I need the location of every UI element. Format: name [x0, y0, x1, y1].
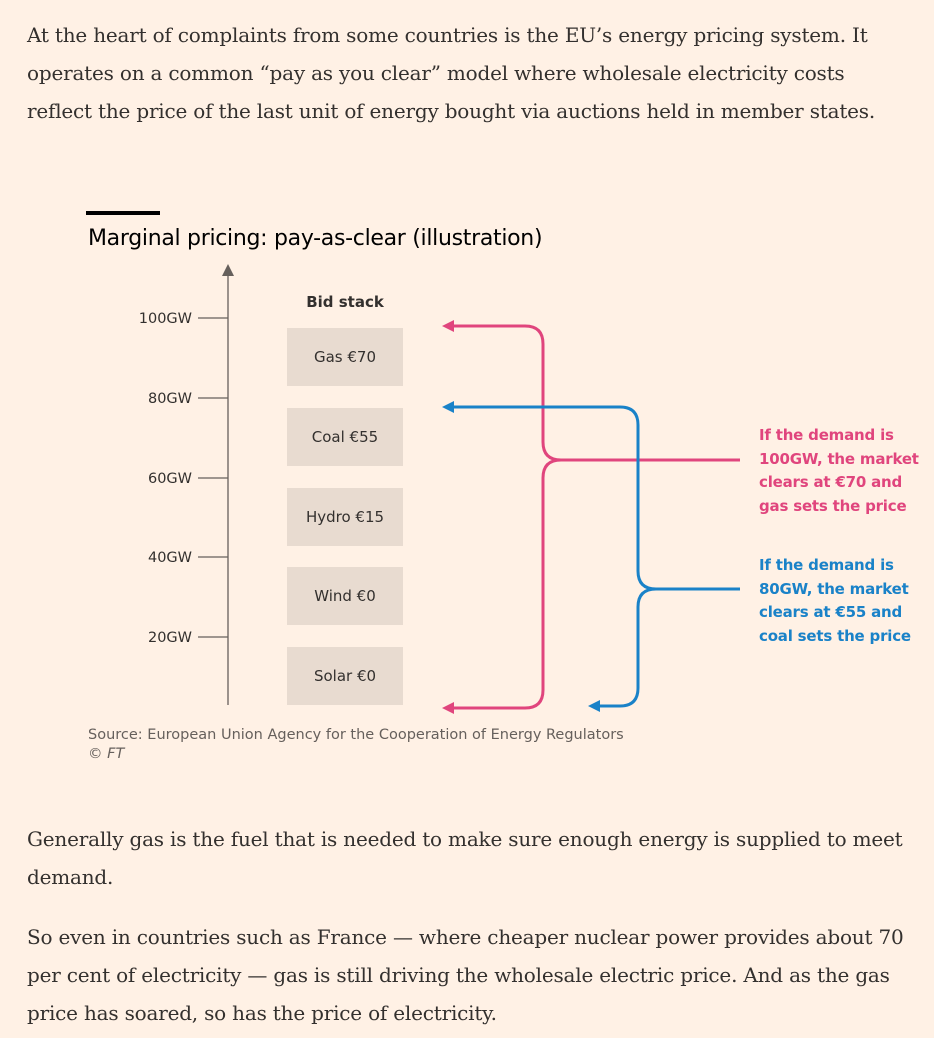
coal-demand-bracket — [446, 405, 740, 708]
tick-label-80gw: 80GW — [148, 391, 192, 407]
block-label-wind: Wind €0 — [314, 587, 376, 605]
gas-demand-bracket — [446, 324, 740, 710]
tick-label-40gw: 40GW — [148, 550, 192, 566]
intro-paragraph: At the heart of complaints from some cou… — [27, 23, 876, 123]
tick-label-60gw: 60GW — [148, 471, 192, 487]
block-hydro — [287, 488, 403, 546]
block-wind — [287, 567, 403, 625]
chart-title-rule — [86, 211, 160, 215]
block-label-gas: Gas €70 — [314, 348, 376, 366]
chart-title: Marginal pricing: pay-as-clear (illustra… — [88, 226, 543, 251]
chart-source: Source: European Union Agency for the Co… — [88, 727, 624, 743]
coal-annotation: If the demand is 80GW, the market clears… — [759, 556, 911, 645]
gas-arrow-bottom-icon — [442, 702, 454, 714]
body-paragraph-3: So even in countries such as France — wh… — [27, 925, 904, 1025]
bid-stack-label: Bid stack — [306, 293, 385, 311]
block-label-coal: Coal €55 — [312, 428, 378, 446]
gas-arrow-top-icon — [442, 320, 454, 332]
body-paragraph-2: Generally gas is the fuel that is needed… — [27, 827, 903, 889]
block-solar — [287, 647, 403, 705]
block-label-hydro: Hydro €15 — [306, 508, 384, 526]
y-axis-arrow-icon — [222, 264, 234, 276]
block-gas — [287, 328, 403, 386]
bid-stack-diagram: 100GW 80GW 60GW 40GW 20GW Bid stack Gas … — [139, 264, 740, 714]
coal-arrow-bottom-icon — [588, 700, 600, 712]
chart-credit: © FT — [88, 746, 125, 762]
coal-arrow-top-icon — [442, 401, 454, 413]
axis-ticks — [198, 317, 228, 638]
bid-stack-blocks — [287, 328, 403, 705]
tick-label-20gw: 20GW — [148, 630, 192, 646]
block-coal — [287, 408, 403, 466]
tick-label-100gw: 100GW — [139, 311, 192, 327]
block-label-solar: Solar €0 — [314, 667, 376, 685]
gas-annotation: If the demand is 100GW, the market clear… — [759, 426, 919, 515]
